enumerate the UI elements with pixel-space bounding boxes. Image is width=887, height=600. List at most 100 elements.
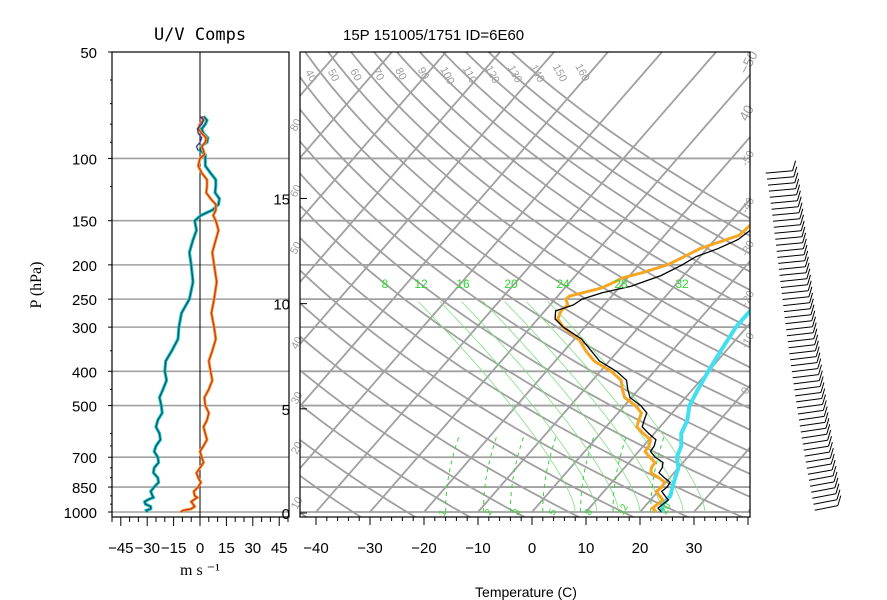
wind-barb-flag <box>828 436 832 447</box>
wind-barb-flag <box>829 447 834 459</box>
theta-label: 100 <box>437 65 456 87</box>
wind-barb <box>791 368 818 373</box>
dry-adiabat <box>300 511 308 517</box>
wind-barb-flag <box>830 453 835 465</box>
wind-barb <box>783 308 811 313</box>
isotherm <box>300 52 339 98</box>
wind-barb-flag <box>807 274 811 285</box>
wind-barb <box>782 296 809 300</box>
wind-barb <box>796 398 822 403</box>
temp-tick-label: 30 <box>686 540 703 557</box>
uv-title: U/V Comps <box>154 25 246 45</box>
temp-tick-label: 0 <box>528 540 536 557</box>
wind-barb-flag <box>809 298 814 309</box>
isotherm <box>300 52 609 408</box>
x-tick-label: −15 <box>161 540 186 557</box>
dry-adiabats <box>300 52 750 517</box>
dry-adiabat <box>300 108 750 431</box>
theta-label: 60 <box>347 67 363 83</box>
wind-barb <box>803 445 829 451</box>
p-tick-label: 850 <box>72 480 97 497</box>
wind-barb-flag <box>825 418 830 429</box>
isotherms <box>300 52 750 513</box>
wind-barb <box>799 421 826 427</box>
p-tick-label: 400 <box>72 364 97 381</box>
theta-label: 150 <box>550 62 569 84</box>
wind-barb-flag <box>822 400 827 411</box>
wind-barb <box>793 380 820 385</box>
height-ticks: 0 5 10 15 <box>273 191 307 523</box>
wind-barb-flag <box>816 352 821 363</box>
uv-xlabel: m s ⁻¹ <box>180 562 220 579</box>
isotherm <box>747 508 750 513</box>
wind-barb-flag <box>803 244 808 255</box>
wind-barb-flag <box>808 286 813 297</box>
wind-barb <box>806 463 832 469</box>
wind-barb <box>776 248 804 252</box>
wind-barb-flag <box>812 316 816 327</box>
wind-barb-flag <box>793 166 798 177</box>
uv-frame <box>111 51 290 518</box>
moist-adiabat-label: 16 <box>456 277 470 291</box>
moist-adiabat <box>461 301 619 513</box>
p-tick-label: 500 <box>72 399 97 416</box>
wind-barb <box>807 469 833 475</box>
p-tick-label: 250 <box>72 292 97 309</box>
wind-barb-flag <box>801 226 806 237</box>
theta-label: 50 <box>325 67 341 83</box>
rh-label: 30 <box>289 390 305 406</box>
wind-barb-flag <box>799 208 804 219</box>
p-tick-label: 100 <box>72 151 97 168</box>
moist-adiabat-label: 8 <box>382 277 389 291</box>
parcel-profile <box>659 308 750 513</box>
dry-adiabat <box>304 52 750 389</box>
wind-barb <box>801 433 827 439</box>
skewt-xlabel: Temperature (C) <box>475 584 577 600</box>
rh-label: 50 <box>288 240 304 256</box>
moist-adiabat-labels: 8 12 16 20 24 28 32 <box>382 277 689 291</box>
wind-barb-flag <box>826 424 831 435</box>
wind-barb <box>814 505 838 511</box>
wind-barb <box>778 260 805 264</box>
wind-barb <box>797 409 824 415</box>
moist-adiabat-label: 20 <box>504 277 518 291</box>
rh-label: 80 <box>288 117 304 133</box>
theta-label: 70 <box>370 66 386 82</box>
wind-barb <box>805 457 831 463</box>
rh-label: 10 <box>289 495 305 511</box>
rh-label: 40 <box>736 102 758 123</box>
dry-adiabat <box>464 52 750 255</box>
temp-tick-label: −30 <box>357 540 382 557</box>
wind-barb <box>765 170 793 174</box>
uv-series <box>142 115 222 514</box>
rh-label: -40 <box>739 196 757 216</box>
wind-barb-flag <box>805 262 810 273</box>
wind-barb <box>772 218 800 222</box>
wind-barb-flag <box>815 346 820 357</box>
wind-barb-flag <box>819 376 824 387</box>
wind-barb <box>808 475 834 481</box>
wind-barb <box>769 194 797 198</box>
wind-barb-flag <box>796 190 801 201</box>
wind-barb <box>781 290 809 294</box>
wind-barb-flag <box>824 412 829 423</box>
p-tick-label: 150 <box>72 214 97 231</box>
wind-barb <box>775 242 803 246</box>
mixing-ratio-line <box>509 437 524 512</box>
rh-label: 60 <box>288 183 304 199</box>
wind-barb-flag <box>792 160 797 171</box>
dry-adiabat <box>300 335 581 517</box>
wind-barb-flag <box>796 184 801 195</box>
u-component-halo <box>142 115 222 513</box>
wind-barb <box>790 356 817 361</box>
temperature-profile <box>554 228 750 513</box>
dry-adiabat <box>418 52 750 292</box>
wind-barb <box>795 392 821 397</box>
p-tick-label: 700 <box>72 450 97 467</box>
wind-barb-flag <box>820 382 825 393</box>
dry-adiabat <box>300 140 750 453</box>
wind-barb-flag <box>831 459 836 471</box>
wind-barb-flag <box>813 328 818 339</box>
dry-adiabat <box>441 52 750 273</box>
